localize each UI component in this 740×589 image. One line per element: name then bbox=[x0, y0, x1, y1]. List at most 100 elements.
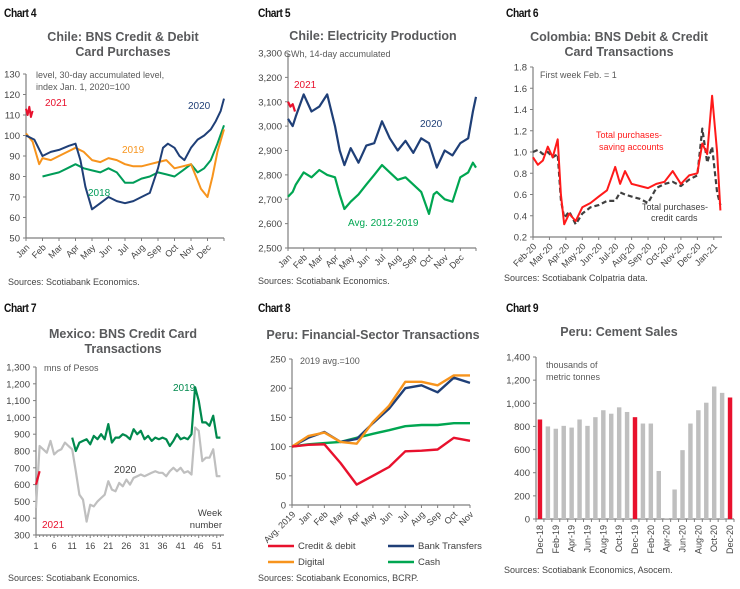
axis-annotation: metric tonnes bbox=[546, 372, 601, 382]
bar bbox=[672, 489, 677, 519]
legend-label: Digital bbox=[298, 557, 324, 568]
y-tick-label: 3,200 bbox=[258, 73, 282, 84]
y-tick-label: 3,100 bbox=[258, 97, 282, 108]
x-tick-label: Aug-19 bbox=[598, 525, 608, 554]
y-tick-label: 50 bbox=[275, 471, 286, 482]
bar bbox=[648, 423, 654, 519]
x-axis-title: number bbox=[190, 520, 222, 531]
x-tick-label: Jun bbox=[377, 509, 394, 526]
chart7-panel: Chart 7 Mexico: BNS Credit Card Transact… bbox=[0, 295, 246, 589]
y-tick-label: 1,400 bbox=[506, 353, 530, 364]
y-tick-label: 3,300 bbox=[258, 49, 282, 60]
x-tick-label: Dec bbox=[447, 252, 466, 271]
x-tick-label: 1 bbox=[33, 541, 38, 551]
axis-annotation: thousands of bbox=[546, 360, 598, 370]
x-tick-label: Apr bbox=[323, 252, 340, 269]
axis-annotation: 2019 avg.=100 bbox=[300, 356, 360, 366]
chart-label: Chart 5 bbox=[258, 6, 291, 20]
y-tick-label: 250 bbox=[270, 355, 286, 366]
chart-title-line: Mexico: BNS Credit Card bbox=[49, 327, 197, 341]
chart-source: Sources: Scotiabank Economics. bbox=[258, 276, 390, 286]
series-label: 2021 bbox=[45, 98, 68, 109]
x-tick-label: Apr bbox=[64, 242, 81, 259]
bar bbox=[577, 419, 582, 519]
bar bbox=[711, 386, 717, 519]
x-tick-label: Oct bbox=[417, 252, 434, 269]
x-tick-label: Jan bbox=[296, 509, 313, 526]
series-label: 2019 bbox=[122, 145, 145, 156]
y-tick-label: 400 bbox=[514, 468, 530, 479]
x-tick-label: Jul bbox=[115, 242, 130, 257]
series-2019-line bbox=[71, 386, 221, 453]
x-tick-label: 46 bbox=[194, 541, 204, 551]
x-tick-label: Mar bbox=[307, 252, 325, 270]
y-tick-label: 50 bbox=[9, 234, 20, 245]
chart-label: Chart 6 bbox=[506, 6, 539, 20]
legend-label: Credit & debit bbox=[298, 541, 356, 552]
x-tick-label: Oct-19 bbox=[614, 525, 624, 552]
series-label: 2020 bbox=[188, 101, 211, 112]
axis-annotation: index Jan. 1, 2020=100 bbox=[36, 82, 130, 92]
bar bbox=[664, 518, 669, 519]
y-tick-label: 120 bbox=[4, 90, 20, 101]
x-tick-label: Nov bbox=[457, 509, 476, 528]
series-avg-2012-2019-line bbox=[287, 161, 477, 215]
chart-title-line: Peru: Financial-Sector Transactions bbox=[266, 328, 480, 342]
bar bbox=[537, 419, 543, 519]
bar bbox=[553, 428, 559, 519]
y-tick-label: 90 bbox=[9, 152, 20, 163]
y-tick-label: 300 bbox=[14, 531, 30, 542]
bar bbox=[569, 427, 574, 519]
x-tick-label: Jun bbox=[97, 242, 114, 259]
y-tick-label: 100 bbox=[4, 131, 20, 142]
x-tick-label: 41 bbox=[176, 541, 186, 551]
x-tick-label: 6 bbox=[52, 541, 57, 551]
y-tick-label: 1,300 bbox=[6, 363, 30, 374]
series-bank-transfers-line bbox=[291, 376, 471, 448]
x-tick-label: Jul bbox=[395, 509, 410, 524]
series-label: 2021 bbox=[294, 80, 317, 91]
series-2020-line bbox=[25, 98, 225, 211]
y-tick-label: 2,600 bbox=[258, 219, 282, 230]
bar bbox=[719, 392, 725, 519]
x-tick-label: Apr-20 bbox=[662, 525, 672, 552]
x-tick-label: Jun bbox=[354, 252, 371, 269]
y-tick-label: 200 bbox=[270, 384, 286, 395]
chart-title: Mexico: BNS Credit Card Transactions bbox=[0, 327, 246, 357]
series-credit-debit-line bbox=[291, 436, 471, 486]
bar bbox=[609, 413, 614, 519]
chart-label: Chart 7 bbox=[4, 301, 37, 315]
bar bbox=[585, 425, 590, 519]
series-digital-line bbox=[291, 374, 470, 448]
series-saving-accounts-line bbox=[532, 94, 722, 226]
chart-title: Chile: BNS Credit & Debit Card Purchases bbox=[0, 30, 246, 60]
x-tick-label: Dec-20 bbox=[725, 525, 735, 554]
x-tick-label: Dec-19 bbox=[630, 525, 640, 554]
x-tick-label: Dec bbox=[195, 242, 214, 261]
x-tick-label: Nov bbox=[432, 252, 451, 271]
x-tick-label: Sep bbox=[145, 242, 163, 260]
chart-label: Chart 4 bbox=[4, 6, 37, 20]
axis-annotation: level, 30-day accumulated level, bbox=[36, 70, 164, 80]
x-tick-label: Apr bbox=[345, 509, 362, 526]
x-tick-label: 31 bbox=[139, 541, 149, 551]
chart-title-line: Chile: BNS Credit & Debit bbox=[47, 30, 199, 44]
series-label: 2019 bbox=[173, 383, 196, 394]
y-tick-label: 1.2 bbox=[514, 126, 527, 137]
x-tick-label: Aug bbox=[408, 509, 426, 527]
y-tick-label: 400 bbox=[14, 514, 30, 525]
bar bbox=[601, 410, 606, 519]
y-tick-label: 0.6 bbox=[514, 190, 527, 201]
chart5-panel: Chart 5 Chile: Electricity Production 2,… bbox=[250, 0, 496, 294]
x-tick-label: Jan bbox=[14, 242, 31, 259]
x-tick-label: Apr-19 bbox=[567, 525, 577, 552]
y-tick-label: 800 bbox=[14, 447, 30, 458]
x-tick-label: May bbox=[337, 252, 356, 271]
y-tick-label: 0.4 bbox=[514, 211, 527, 222]
y-tick-label: 2,500 bbox=[258, 244, 282, 255]
chart-source: Sources: Scotiabank Economics. bbox=[8, 277, 140, 287]
bar bbox=[680, 450, 685, 519]
y-tick-label: 1,000 bbox=[506, 399, 530, 410]
y-tick-label: 700 bbox=[14, 463, 30, 474]
